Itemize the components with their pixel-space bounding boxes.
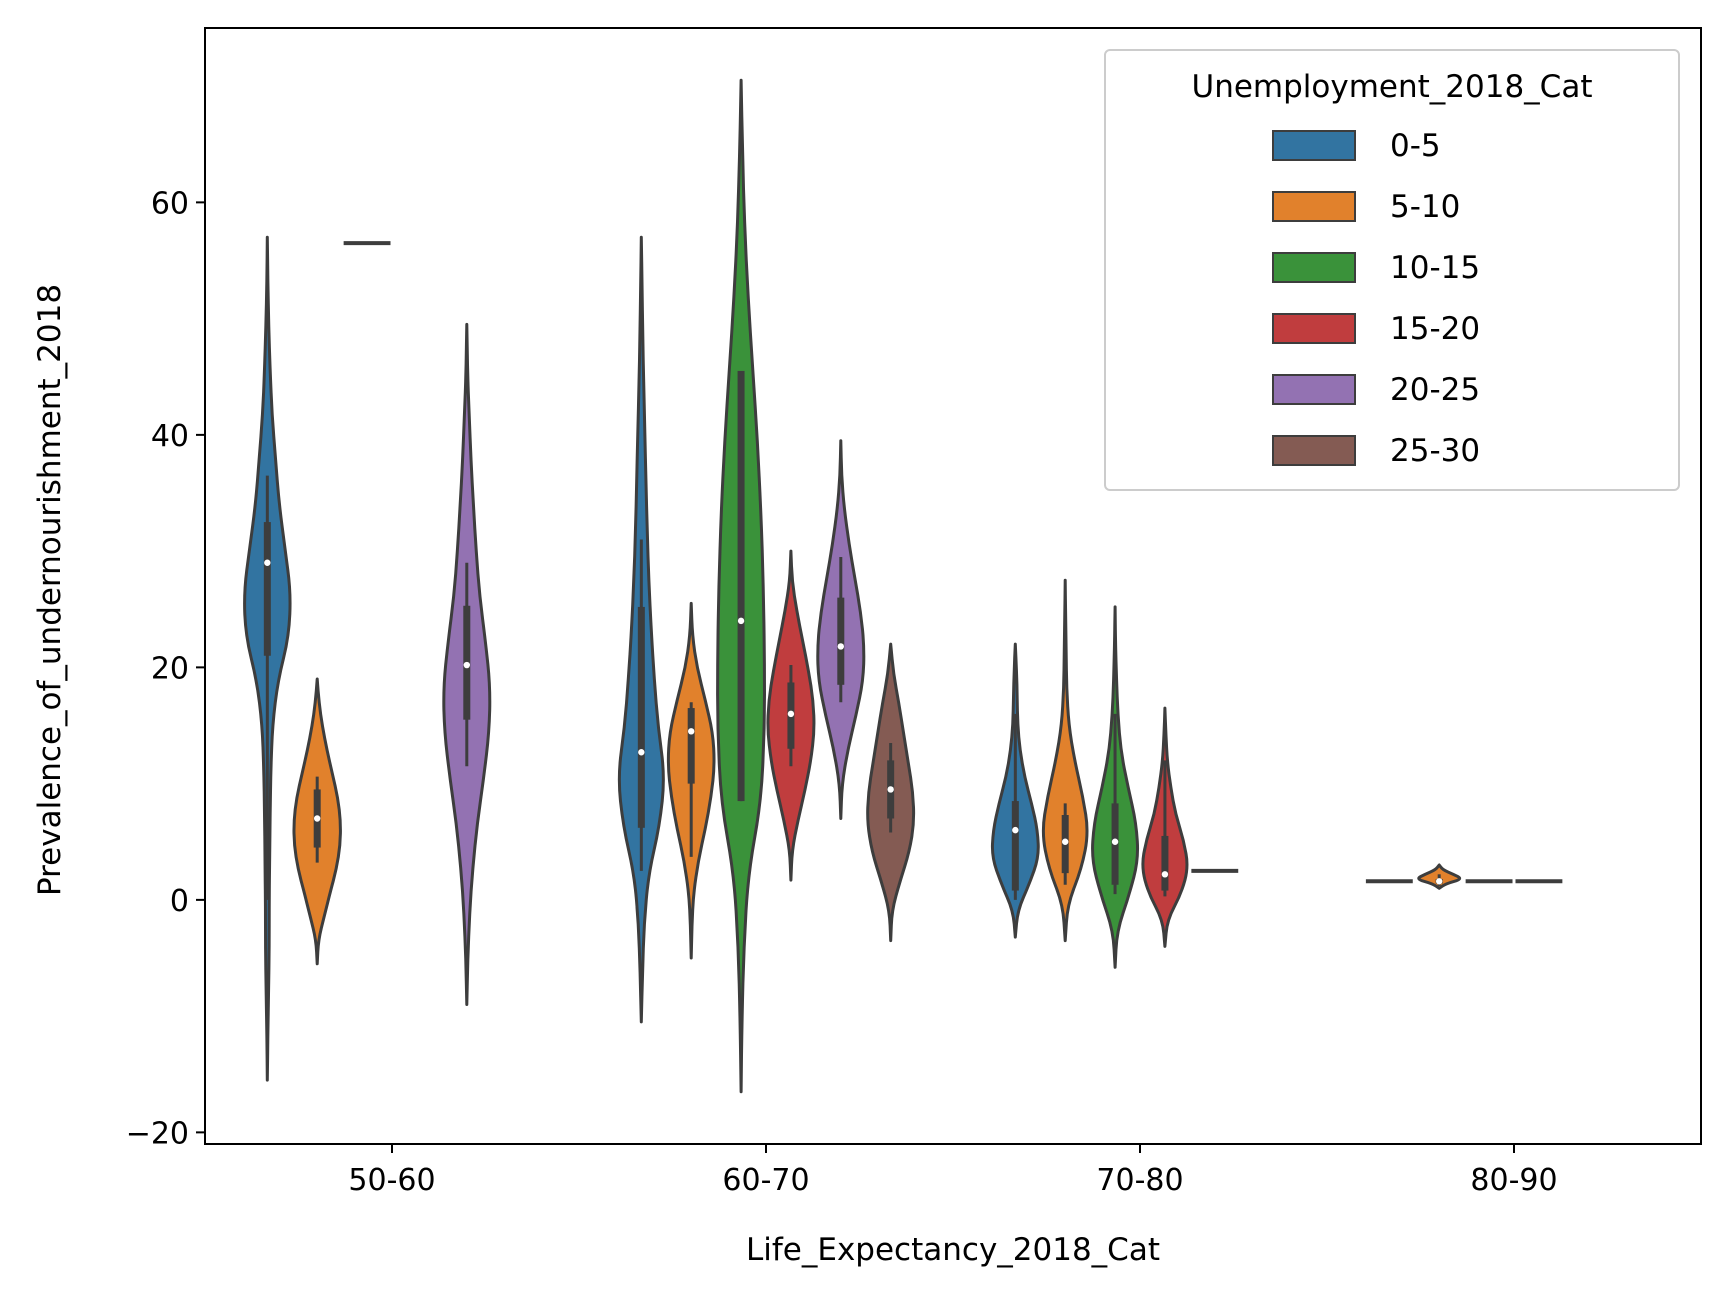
- legend-label-25-30: 25-30: [1390, 433, 1480, 469]
- violin-series-layer: [243, 78, 1563, 1094]
- violin-iqr-box: [837, 597, 845, 685]
- legend-frame: [1104, 49, 1680, 491]
- violin-iqr-box: [737, 370, 745, 802]
- violin-median-dot: [264, 559, 271, 566]
- y-tick-label: 0: [170, 884, 189, 919]
- x-axis: 50-60 60-70 70-80 80-90: [348, 1144, 1558, 1198]
- violin-iqr-box: [263, 522, 271, 656]
- violin-median-dot: [837, 643, 844, 650]
- violin-70-80-10-15: [1091, 605, 1140, 969]
- violin-median-dot: [887, 786, 894, 793]
- violin-median-dot: [1161, 871, 1169, 878]
- violin-60-70-20-25: [816, 439, 866, 820]
- violin-median-dot: [787, 710, 795, 718]
- violin-60-70-15-20: [766, 549, 816, 882]
- y-tick-label: 40: [151, 419, 189, 454]
- violin-median-dot: [737, 617, 745, 625]
- legend-label-15-20: 15-20: [1390, 311, 1480, 347]
- violin-70-80-15-20: [1141, 706, 1189, 948]
- violin-70-80-5-10: [1041, 578, 1089, 943]
- violin-60-70-0-5: [617, 235, 665, 1024]
- legend-title: Unemployment_2018_Cat: [1192, 69, 1593, 105]
- legend-label-0-5: 0-5: [1390, 128, 1441, 164]
- violin-body: [1041, 578, 1089, 943]
- legend-label-10-15: 10-15: [1390, 250, 1480, 286]
- violin-median-dot: [1012, 826, 1019, 834]
- violin-60-70-10-15: [716, 78, 766, 1094]
- legend-label-5-10: 5-10: [1390, 189, 1460, 225]
- legend-swatch-15-20: [1272, 313, 1356, 344]
- violin-median-dot: [1111, 838, 1119, 845]
- violin-median-dot: [638, 749, 645, 756]
- y-tick-label: 60: [151, 186, 189, 221]
- violin-60-70-25-30: [866, 642, 916, 943]
- x-tick-label: 80-90: [1470, 1163, 1557, 1198]
- violin-iqr-box: [1011, 801, 1019, 891]
- violin-median-dot: [314, 815, 321, 822]
- legend-label-20-25: 20-25: [1390, 372, 1480, 408]
- violin-50-60-20-25: [442, 322, 492, 1006]
- plot-frame: [204, 27, 1702, 1145]
- x-tick-label: 50-60: [348, 1163, 435, 1198]
- violin-iqr-box: [687, 708, 695, 784]
- violin-median-dot: [1062, 838, 1069, 845]
- violin-70-80-0-5: [990, 642, 1040, 939]
- x-axis-label: Life_Expectancy_2018_Cat: [746, 1232, 1160, 1268]
- y-tick-label: 20: [151, 651, 189, 686]
- y-axis-label: Prevalence_of_undernourishment_2018: [32, 284, 68, 896]
- legend-swatch-10-15: [1272, 252, 1356, 283]
- violin-median-dot: [463, 661, 470, 669]
- y-tick-label: −20: [126, 1116, 189, 1151]
- violin-median-dot: [688, 728, 695, 735]
- legend: Unemployment_2018_Cat 0-5 5-10 10-15 15-20 2…: [1104, 49, 1680, 491]
- legend-swatch-0-5: [1272, 130, 1356, 161]
- x-tick-label: 60-70: [722, 1163, 809, 1198]
- violin-iqr-box: [1161, 835, 1169, 891]
- violin-median-dot: [1436, 878, 1443, 885]
- legend-items: 0-5 5-10 10-15 15-20 20-25 25-30: [1272, 128, 1480, 469]
- violin-50-60-0-5: [243, 235, 292, 1082]
- y-axis: −20 0 20 40 60: [126, 186, 205, 1151]
- violin-80-90-5-10: [1417, 863, 1462, 890]
- violin-50-60-5-10: [292, 677, 342, 966]
- legend-swatch-25-30: [1272, 435, 1356, 466]
- violin-iqr-box: [637, 606, 645, 828]
- x-tick-label: 70-80: [1096, 1163, 1183, 1198]
- legend-swatch-5-10: [1272, 191, 1356, 222]
- violin-60-70-5-10: [666, 601, 716, 960]
- legend-swatch-20-25: [1272, 374, 1356, 405]
